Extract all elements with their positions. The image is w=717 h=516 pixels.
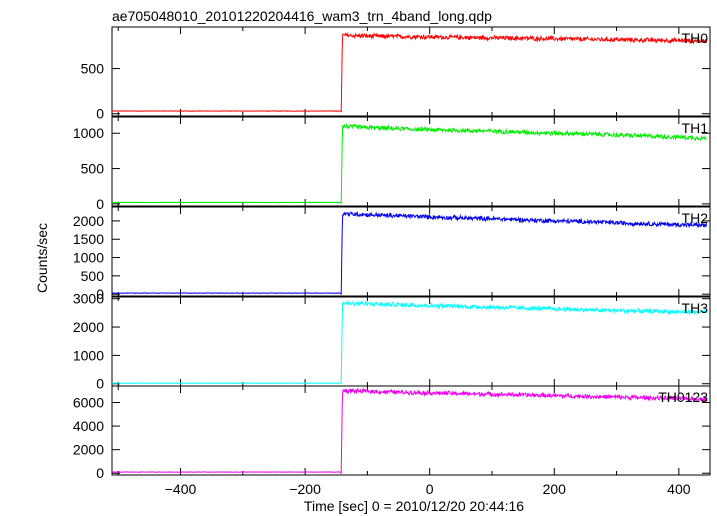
panel-th2: 0 500 1000 1500 2000 TH2 bbox=[73, 206, 711, 302]
x-axis: −400 −200 0 200 400 bbox=[165, 481, 691, 497]
panel-label: TH2 bbox=[682, 210, 709, 226]
x-tick-label: 400 bbox=[667, 481, 691, 497]
panel-frame bbox=[111, 26, 711, 117]
panel-frame bbox=[111, 116, 711, 207]
panel-th3: 0 1000 2000 3000 TH3 bbox=[73, 291, 711, 392]
series-line-th0123 bbox=[111, 387, 707, 474]
y-tick-label: 0 bbox=[96, 376, 104, 392]
x-tick-label: −200 bbox=[289, 481, 321, 497]
y-tick-label: 2000 bbox=[73, 442, 104, 458]
series-line-th1 bbox=[111, 123, 707, 204]
panel-th0: 0 500 TH0 bbox=[81, 26, 711, 122]
panel-label: TH1 bbox=[682, 120, 709, 136]
series-line-th2 bbox=[112, 211, 707, 295]
panel-label: TH3 bbox=[682, 300, 709, 316]
y-tick-label: 500 bbox=[81, 268, 105, 284]
series-line-th0 bbox=[111, 31, 707, 113]
panels-group: 0 500 TH0 0 500 1000 TH1 0 500 1000 1500 2000 TH2 0 10… bbox=[73, 26, 711, 481]
y-tick-label: 1000 bbox=[73, 125, 104, 141]
y-tick-label: 3000 bbox=[73, 291, 104, 307]
y-tick-label: 1000 bbox=[73, 250, 104, 266]
y-tick-label: 0 bbox=[96, 286, 104, 302]
panel-label: TH0 bbox=[682, 30, 709, 46]
chart-title: ae705048010_20101220204416_wam3_trn_4ban… bbox=[112, 8, 492, 24]
x-tick-label: 200 bbox=[543, 481, 567, 497]
y-tick-label: 500 bbox=[81, 61, 105, 77]
panel-th0123: 0 2000 4000 6000 TH0123 bbox=[73, 385, 711, 481]
x-axis-title: Time [sec] 0 = 2010/12/20 20:44:16 bbox=[304, 498, 524, 514]
y-tick-label: 500 bbox=[81, 161, 105, 177]
y-tick-label: 1500 bbox=[73, 231, 104, 247]
y-tick-label: 2000 bbox=[73, 319, 104, 335]
panel-frame bbox=[111, 206, 711, 297]
y-tick-label: 0 bbox=[96, 465, 104, 481]
y-tick-label: 6000 bbox=[73, 395, 104, 411]
y-axis-title: Counts/sec bbox=[34, 223, 50, 293]
panel-frame bbox=[111, 385, 711, 476]
panel-label: TH0123 bbox=[658, 389, 708, 405]
y-tick-label: 0 bbox=[96, 106, 104, 122]
y-tick-label: 4000 bbox=[73, 418, 104, 434]
panel-th1: 0 500 1000 TH1 bbox=[73, 116, 711, 212]
x-tick-label: 0 bbox=[426, 481, 434, 497]
x-tick-label: −400 bbox=[165, 481, 197, 497]
series-line-th3 bbox=[111, 300, 707, 384]
y-tick-label: 2000 bbox=[73, 213, 104, 229]
y-tick-label: 0 bbox=[96, 196, 104, 212]
y-tick-label: 1000 bbox=[73, 347, 104, 363]
